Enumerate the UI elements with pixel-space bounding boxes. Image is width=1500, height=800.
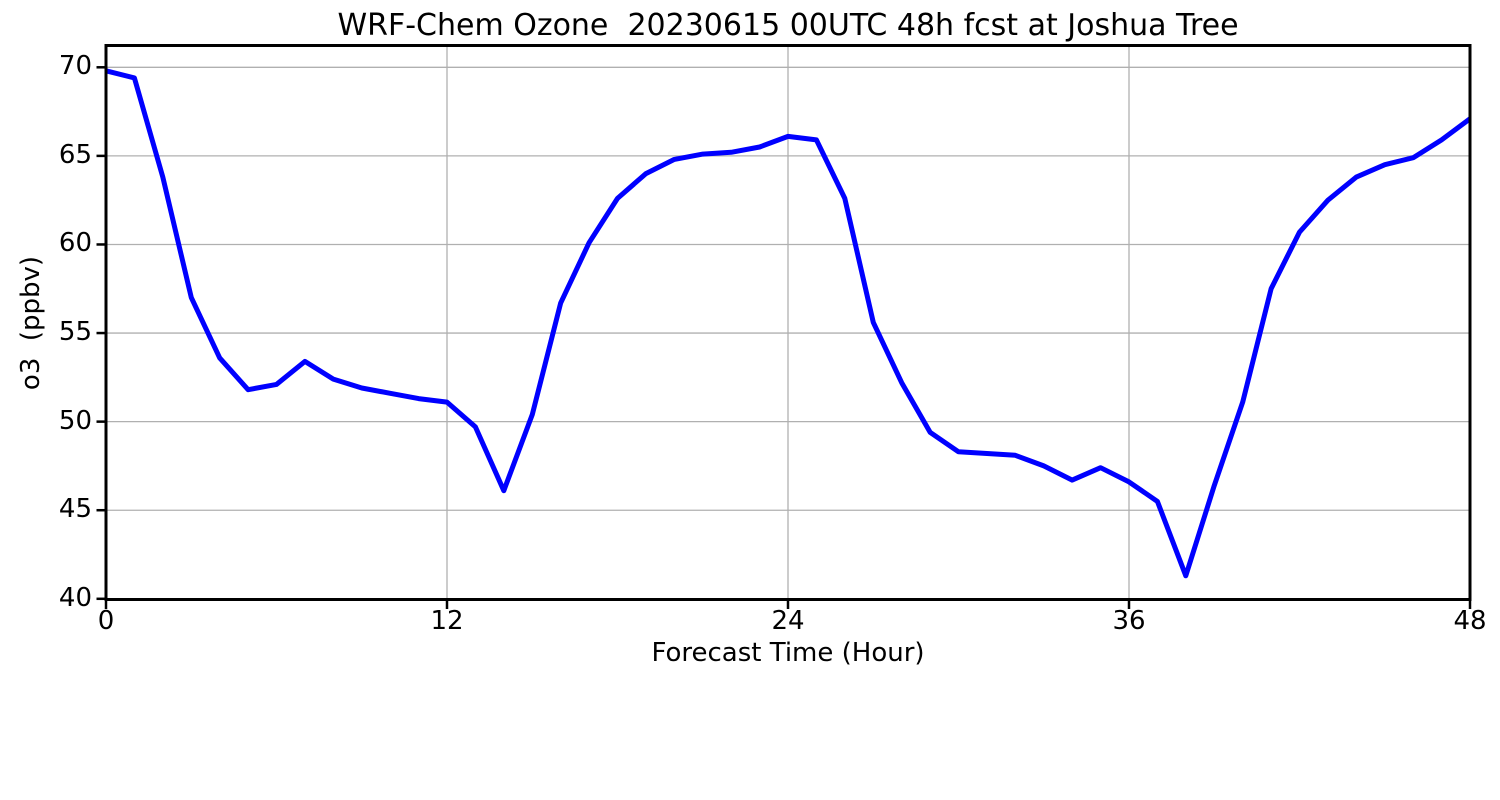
y-tick-label: 65: [58, 139, 92, 170]
axis-tick-marks: [96, 66, 1472, 609]
y-tick-label: 60: [58, 228, 92, 259]
gridlines: [106, 45, 1470, 600]
y-tick-label: 50: [58, 405, 92, 436]
y-axis-label: o3 (ppbv): [16, 255, 46, 391]
x-tick-label: 0: [97, 606, 115, 636]
y-tick-label: 55: [58, 316, 92, 347]
ozone-data-line: [105, 68, 1472, 579]
y-tick-label: 70: [58, 51, 92, 82]
x-tick-label: 24: [771, 606, 805, 636]
x-axis-label: Forecast Time (Hour): [651, 638, 925, 668]
x-tick-label: 48: [1453, 606, 1487, 636]
plot-border: [104, 44, 1472, 601]
chart-title: WRF-Chem Ozone 20230615 00UTC 48h fcst a…: [337, 8, 1239, 43]
x-tick-label: 36: [1112, 606, 1146, 636]
ozone-line-series: [105, 68, 1472, 579]
x-tick-label: 12: [430, 606, 464, 636]
y-tick-label: 40: [58, 582, 92, 613]
y-tick-label: 45: [58, 494, 92, 525]
axes-spines: [104, 44, 1472, 601]
